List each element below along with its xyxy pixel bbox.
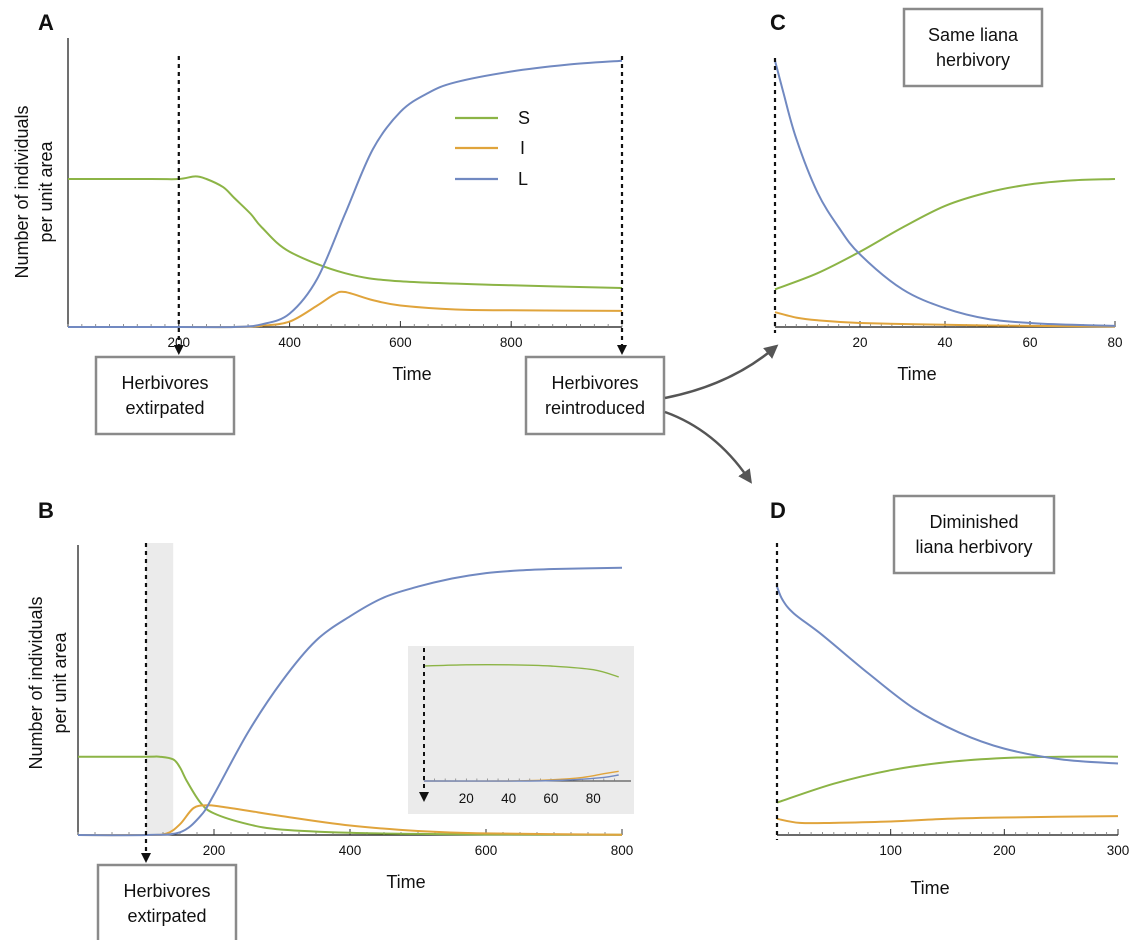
panel-b-ylabel-line1: Number of individuals (26, 596, 46, 769)
same-liana-herbivory-box: Same liana herbivory (902, 7, 1044, 88)
inset-series-s-line (423, 663, 619, 678)
box-b-line2: extirpated (127, 906, 206, 926)
extirpation-shaded-region (146, 543, 174, 835)
box-a-left-line1: Herbivores (121, 373, 208, 393)
herbivores-extirpated-box-a: Herbivores extirpated (94, 355, 236, 436)
panel-b-plot: 200 400 600 800 20 40 60 80 (77, 543, 634, 863)
panel-a-plot: 200 400 600 800 (67, 38, 627, 355)
panel-letter-c: C (770, 10, 786, 35)
series-l-line (774, 60, 1116, 327)
series-i-line (776, 815, 1119, 825)
box-a-right-line1: Herbivores (551, 373, 638, 393)
legend-label-l: L (518, 169, 528, 189)
x-tick-label: 600 (475, 843, 498, 858)
panel-b: B Number of individuals per unit area 20… (26, 498, 634, 940)
legend-label-i: I (520, 138, 525, 158)
x-tick-label: 800 (611, 843, 634, 858)
panel-c-plot: 20 40 60 80 (773, 58, 1123, 350)
x-tick-label: 400 (339, 843, 362, 858)
inset-background (408, 646, 634, 814)
x-tick-label: 300 (1107, 843, 1130, 858)
series-s-line (68, 175, 623, 289)
diminished-liana-herbivory-box: Diminished liana herbivory (892, 494, 1056, 575)
x-tick-label: 800 (500, 335, 523, 350)
panel-a-ylabel-line2: per unit area (36, 140, 56, 242)
series-s-line (77, 755, 623, 836)
series-l-line (776, 586, 1119, 765)
legend: S I L (455, 108, 530, 189)
series-l-line (68, 59, 623, 329)
panel-c-xlabel: Time (897, 364, 936, 384)
panel-d-plot: 100 200 300 (775, 543, 1130, 858)
box-d-line1: Diminished (929, 512, 1018, 532)
box-d-line2: liana herbivory (915, 537, 1032, 557)
panel-letter-b: B (38, 498, 54, 523)
x-tick-label: 400 (278, 335, 301, 350)
panel-letter-a: A (38, 10, 54, 35)
panel-a-xlabel: Time (392, 364, 431, 384)
series-i-line (774, 311, 1116, 328)
inset-x-tick-label: 20 (459, 791, 474, 806)
herbivores-extirpated-box-b: Herbivores extirpated (96, 863, 238, 940)
panel-b-xlabel: Time (386, 872, 425, 892)
x-tick-label: 100 (879, 843, 902, 858)
series-l-line (77, 566, 623, 837)
x-tick-label: 600 (389, 335, 412, 350)
box-c-line1: Same liana (928, 25, 1019, 45)
panel-d-xlabel: Time (910, 878, 949, 898)
legend-label-s: S (518, 108, 530, 128)
box-b-line1: Herbivores (123, 881, 210, 901)
arrow-to-panel-d (664, 410, 752, 484)
box-c-line2: herbivory (936, 50, 1010, 70)
x-tick-label: 200 (993, 843, 1016, 858)
box-a-left-line2: extirpated (125, 398, 204, 418)
panel-a: A Number of individuals per unit area 20… (12, 10, 666, 436)
panel-letter-d: D (770, 498, 786, 523)
series-s-line (774, 178, 1116, 291)
panel-b-ylabel-line2: per unit area (50, 631, 70, 733)
panel-d: D Diminished liana herbivory 100 200 300 T… (770, 494, 1130, 898)
x-tick-label: 40 (937, 335, 952, 350)
inset-x-tick-label: 80 (586, 791, 601, 806)
x-tick-label: 60 (1022, 335, 1037, 350)
series-s-line (776, 755, 1119, 804)
x-tick-label: 200 (203, 843, 226, 858)
x-tick-label: 80 (1107, 335, 1122, 350)
inset-series-l-line (423, 774, 619, 782)
arrow-to-panel-c (664, 344, 779, 400)
inset-x-tick-label: 40 (501, 791, 516, 806)
x-tick-label: 200 (168, 335, 191, 350)
panel-c: C Same liana herbivory 20 40 60 80 Time (770, 7, 1123, 384)
series-i-line (68, 290, 623, 329)
herbivores-reintroduced-box: Herbivores reintroduced (524, 355, 666, 436)
x-tick-label: 20 (852, 335, 867, 350)
panel-b-inset: 20 40 60 80 (408, 646, 634, 814)
inset-x-tick-label: 60 (543, 791, 558, 806)
panel-a-ylabel-line1: Number of individuals (12, 105, 32, 278)
box-a-right-line2: reintroduced (545, 398, 645, 418)
